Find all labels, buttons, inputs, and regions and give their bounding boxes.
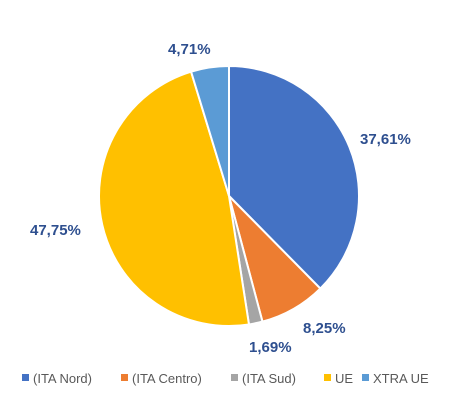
- legend-label-ita-centro: (ITA Centro): [132, 371, 202, 386]
- legend-label-ue: UE: [335, 371, 353, 386]
- legend-label-ita-nord: (ITA Nord): [33, 371, 92, 386]
- data-label-ita-nord: 37,61%: [360, 131, 411, 148]
- pie-slice-xtra-ue: [189, 64, 230, 197]
- pie-slice-ita-nord: [228, 64, 360, 290]
- legend-swatch-ita-centro: [121, 374, 128, 381]
- pie-slices: [98, 64, 360, 327]
- legend-swatch-ita-nord: [22, 374, 29, 381]
- legend-label-ita-sud: (ITA Sud): [242, 371, 296, 386]
- pie-slice-ue: [98, 70, 251, 327]
- legend-swatch-xtra-ue: [362, 374, 369, 381]
- legend-label-xtra-ue: XTRA UE: [373, 371, 429, 386]
- legend: (ITA Nord) (ITA Centro) (ITA Sud) UE XTR…: [22, 371, 429, 386]
- legend-swatch-ue: [324, 374, 331, 381]
- legend-swatch-ita-sud: [231, 374, 238, 381]
- data-label-ita-sud: 1,69%: [249, 339, 292, 356]
- data-label-ue: 47,75%: [30, 222, 81, 239]
- data-label-ita-centro: 8,25%: [303, 320, 346, 337]
- data-label-xtra-ue: 4,71%: [168, 41, 211, 58]
